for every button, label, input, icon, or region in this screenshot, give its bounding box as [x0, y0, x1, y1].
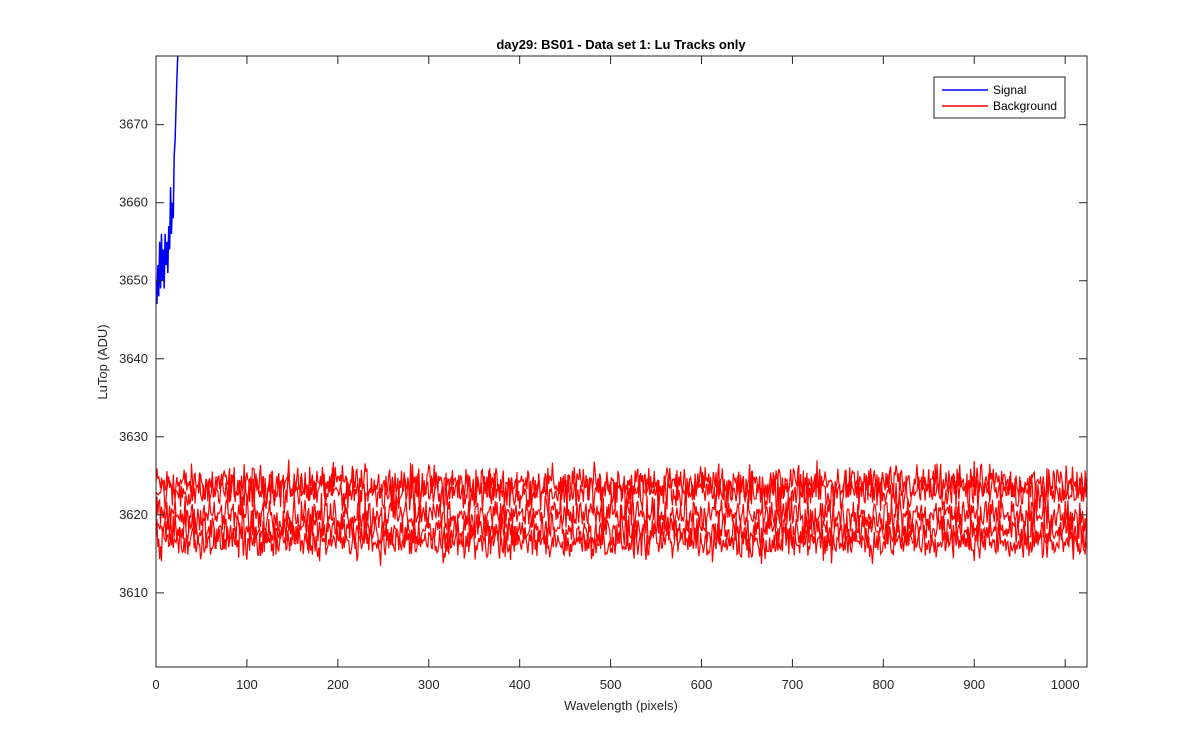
- x-tick-label: 0: [152, 677, 159, 692]
- y-tick-label: 3620: [119, 507, 148, 522]
- x-tick-label: 900: [963, 677, 985, 692]
- legend: Signal Background: [933, 76, 1066, 119]
- x-tick-label: 300: [418, 677, 440, 692]
- x-tick-label: 100: [236, 677, 258, 692]
- y-tick-label: 3660: [119, 195, 148, 210]
- x-tick-label: 1000: [1051, 677, 1080, 692]
- legend-label-background: Background: [993, 99, 1057, 113]
- background-trace: [156, 459, 1087, 510]
- x-tick-label: 600: [691, 677, 713, 692]
- y-tick-label: 3650: [119, 273, 148, 288]
- plot-area: [156, 56, 1087, 566]
- x-tick-label: 400: [509, 677, 531, 692]
- axes: 0 100 200 300 400 500 600 700 800 900 1000 3610 3620…: [119, 55, 1088, 692]
- y-axis-title: LuTop (ADU): [95, 324, 110, 399]
- x-tick-label: 200: [327, 677, 349, 692]
- y-tick-label: 3640: [119, 351, 148, 366]
- series-lines: [156, 56, 1087, 566]
- x-tick-label: 700: [782, 677, 804, 692]
- background-trace: [156, 506, 1087, 555]
- background-trace: [156, 517, 1087, 566]
- background-trace: [156, 467, 1087, 516]
- x-tick-label: 800: [872, 677, 894, 692]
- legend-label-signal: Signal: [993, 83, 1026, 97]
- axes-box: [155, 55, 1088, 668]
- x-tick-label: 500: [600, 677, 622, 692]
- signal-line: [156, 56, 179, 305]
- legend-box: [933, 76, 1066, 119]
- x-axis-title: Wavelength (pixels): [564, 698, 678, 713]
- y-tick-label: 3630: [119, 429, 148, 444]
- y-tick-label: 3610: [119, 585, 148, 600]
- y-tick-label: 3670: [119, 117, 148, 132]
- chart-title: day29: BS01 - Data set 1: Lu Tracks only: [496, 37, 746, 52]
